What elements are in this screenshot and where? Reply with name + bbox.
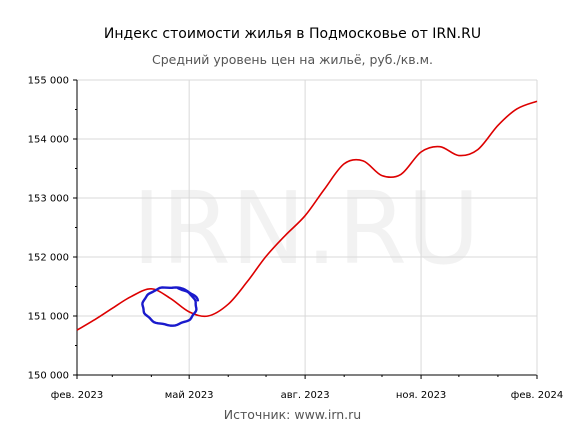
x-tick-label: фев. 2024 bbox=[511, 390, 563, 401]
y-tick-label: 150 000 bbox=[28, 371, 69, 382]
x-tick-label: ноя. 2023 bbox=[396, 390, 446, 401]
y-tick-label: 153 000 bbox=[28, 194, 69, 205]
y-tick-label: 155 000 bbox=[28, 76, 69, 87]
annotation-circle bbox=[141, 286, 200, 327]
y-tick-label: 152 000 bbox=[28, 253, 69, 264]
chart-subtitle: Средний уровень цен на жильё, руб./кв.м. bbox=[152, 52, 433, 67]
chart-title: Индекс стоимости жилья в Подмосковье от … bbox=[103, 26, 482, 42]
x-tick-label: фев. 2023 bbox=[51, 390, 103, 401]
y-tick-label: 154 000 bbox=[28, 135, 69, 146]
watermark: IRN.RU bbox=[132, 170, 480, 287]
grid-lines bbox=[77, 79, 537, 375]
x-tick-label: авг. 2023 bbox=[281, 390, 330, 401]
x-tick-label: май 2023 bbox=[165, 390, 214, 401]
source-note: Источник: www.irn.ru bbox=[223, 407, 362, 422]
y-tick-label: 151 000 bbox=[28, 312, 69, 323]
x-axis-ticks: фев. 2023 май 2023 авг. 2023 ноя. 2023 фев. … bbox=[51, 375, 563, 401]
y-axis-ticks: 150 000 151 000 152 000 153 000 154 000 155 0… bbox=[28, 76, 77, 382]
series-line bbox=[76, 100, 538, 331]
